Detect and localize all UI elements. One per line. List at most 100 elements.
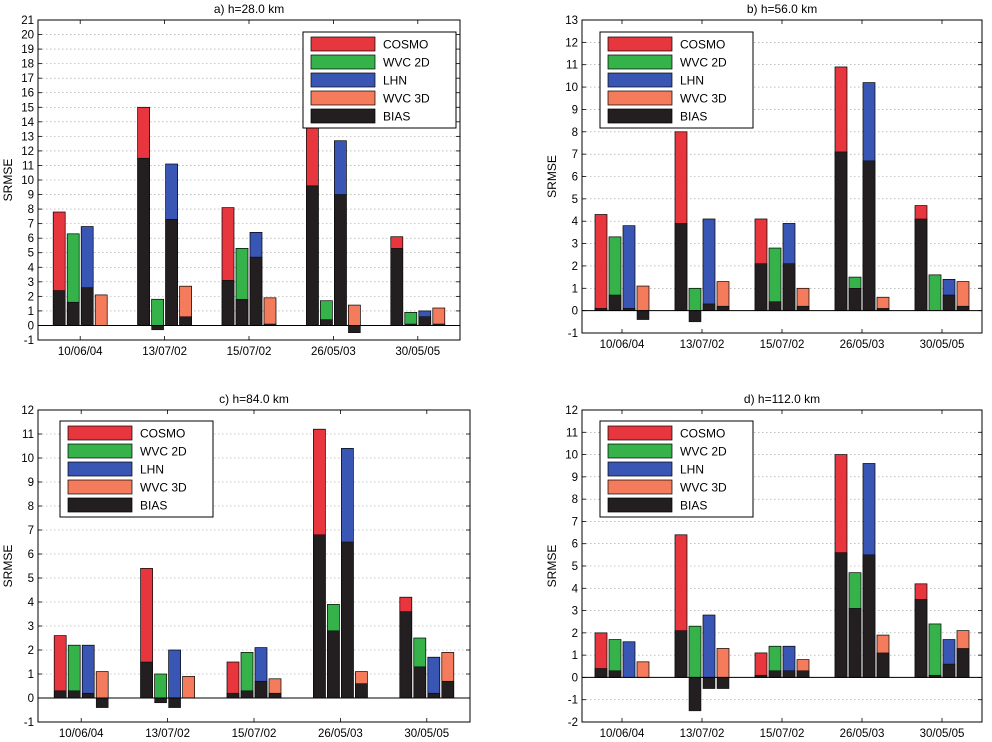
y-tick-label: 8 (572, 127, 578, 139)
y-tick-label: 12 (565, 405, 578, 417)
x-tick-label: 15/07/02 (760, 339, 805, 351)
y-tick-label: 15 (21, 102, 34, 114)
y-tick-label: -2 (568, 717, 578, 729)
chart-panel-2: b) h=56.0 km-1012345678910111213SRMSE10/… (545, 2, 983, 351)
y-tick-label: 10 (565, 450, 578, 462)
y-tick-label: 11 (22, 160, 34, 172)
x-tick-label: 30/05/05 (395, 346, 440, 358)
chart-panel-4: d) h=112.0 km-2-10123456789101112SRMSE10… (545, 392, 983, 740)
legend-swatch (607, 443, 673, 459)
y-tick-label: 9 (28, 190, 34, 202)
y-tick-label: 7 (28, 219, 34, 231)
legend-label: COSMO (680, 38, 725, 52)
bar-bias (348, 325, 361, 333)
bar-bias (240, 690, 254, 699)
y-tick-label: 6 (572, 172, 578, 184)
y-tick-label: 7 (572, 149, 578, 161)
legend-label: WVC 3D (680, 92, 727, 106)
y-tick-label: 6 (28, 549, 34, 561)
legend-swatch (607, 425, 673, 441)
bar-wvc-3d (263, 297, 277, 326)
bar-bias (168, 697, 181, 708)
legend-swatch (67, 479, 133, 495)
bar-wvc-2d (67, 644, 81, 699)
y-tick-label: 12 (565, 37, 578, 49)
bar-bias (81, 692, 95, 699)
legend-swatch (310, 72, 376, 88)
y-axis-label: SRMSE (545, 545, 559, 588)
bar-wvc-2d (154, 673, 167, 699)
bar-bias (320, 319, 333, 326)
y-tick-label: 21 (21, 15, 34, 27)
x-tick-label: 30/05/05 (920, 339, 965, 351)
legend-label: WVC 2D (383, 56, 430, 70)
x-tick-label: 13/07/02 (142, 346, 187, 358)
bar-bias (956, 648, 970, 678)
bar-bias (636, 310, 650, 320)
y-tick-label: 6 (28, 233, 34, 245)
y-tick-label: 9 (572, 104, 578, 116)
bar-bias (254, 680, 268, 699)
x-tick-label: 26/05/03 (318, 728, 363, 740)
y-tick-label: 0 (28, 320, 34, 332)
y-tick-label: 8 (28, 501, 34, 513)
bar-bias (796, 305, 810, 311)
chart-title: b) h=56.0 km (747, 2, 817, 16)
bar-bias (399, 611, 413, 699)
bar-bias (95, 697, 109, 708)
bar-cosmo (754, 652, 768, 678)
y-tick-label: 1 (28, 669, 34, 681)
legend-label: LHN (140, 463, 164, 477)
y-tick-label: 13 (565, 15, 578, 27)
y-axis-label: SRMSE (1, 159, 15, 202)
plot-frame (37, 409, 471, 723)
bar-bias (80, 287, 94, 326)
bar-bias (702, 303, 716, 311)
bar-bias (67, 690, 81, 699)
bar-bias (768, 301, 782, 311)
x-tick-label: 10/06/04 (59, 728, 104, 740)
y-tick-label: 1 (572, 283, 578, 295)
legend-swatch (607, 497, 673, 513)
bar-bias (235, 299, 249, 326)
legend-label: WVC 2D (680, 445, 727, 459)
y-tick-label: 4 (28, 262, 35, 274)
legend: COSMO WVC 2D LHN WVC 3D BIAS (599, 420, 754, 518)
bar-bias (221, 280, 235, 326)
bar-lhn (702, 614, 716, 678)
chart-panel-1: a) h=28.0 km-101234567891011121314151617… (1, 2, 461, 358)
legend-swatch (310, 90, 376, 106)
bar-bias (427, 692, 441, 699)
y-tick-label: 13 (21, 131, 34, 143)
bar-bias (688, 310, 702, 323)
x-tick-label: 15/07/02 (227, 346, 272, 358)
bar-wvc-2d (151, 298, 164, 326)
x-tick-label: 15/07/02 (760, 728, 805, 740)
bar-wvc-2d (768, 247, 782, 311)
y-tick-label: 3 (572, 239, 578, 251)
y-tick-label: 17 (21, 73, 34, 85)
bar-wvc-3d (182, 676, 195, 699)
bar-bias (594, 668, 608, 678)
legend-label: WVC 2D (680, 56, 727, 70)
bar-lhn (702, 218, 716, 311)
legend-label: COSMO (140, 427, 185, 441)
legend-swatch (607, 461, 673, 477)
legend-swatch (310, 36, 376, 52)
bar-bias (848, 608, 862, 678)
bar-bias (249, 256, 263, 326)
x-tick-label: 10/06/04 (58, 346, 103, 358)
legend-label: BIAS (680, 110, 707, 124)
plot-frame (37, 19, 461, 341)
chart-panel-3: c) h=84.0 km-10123456789101112SRMSE10/06… (1, 392, 471, 740)
bar-bias (413, 666, 427, 699)
y-tick-label: 5 (28, 573, 34, 585)
x-tick-label: 10/06/04 (600, 339, 645, 351)
y-tick-label: 18 (21, 59, 34, 71)
y-tick-label: 7 (28, 525, 34, 537)
legend-label: LHN (680, 463, 704, 477)
y-tick-label: 0 (572, 672, 578, 684)
y-tick-label: 20 (21, 30, 34, 42)
y-tick-label: 10 (565, 82, 578, 94)
